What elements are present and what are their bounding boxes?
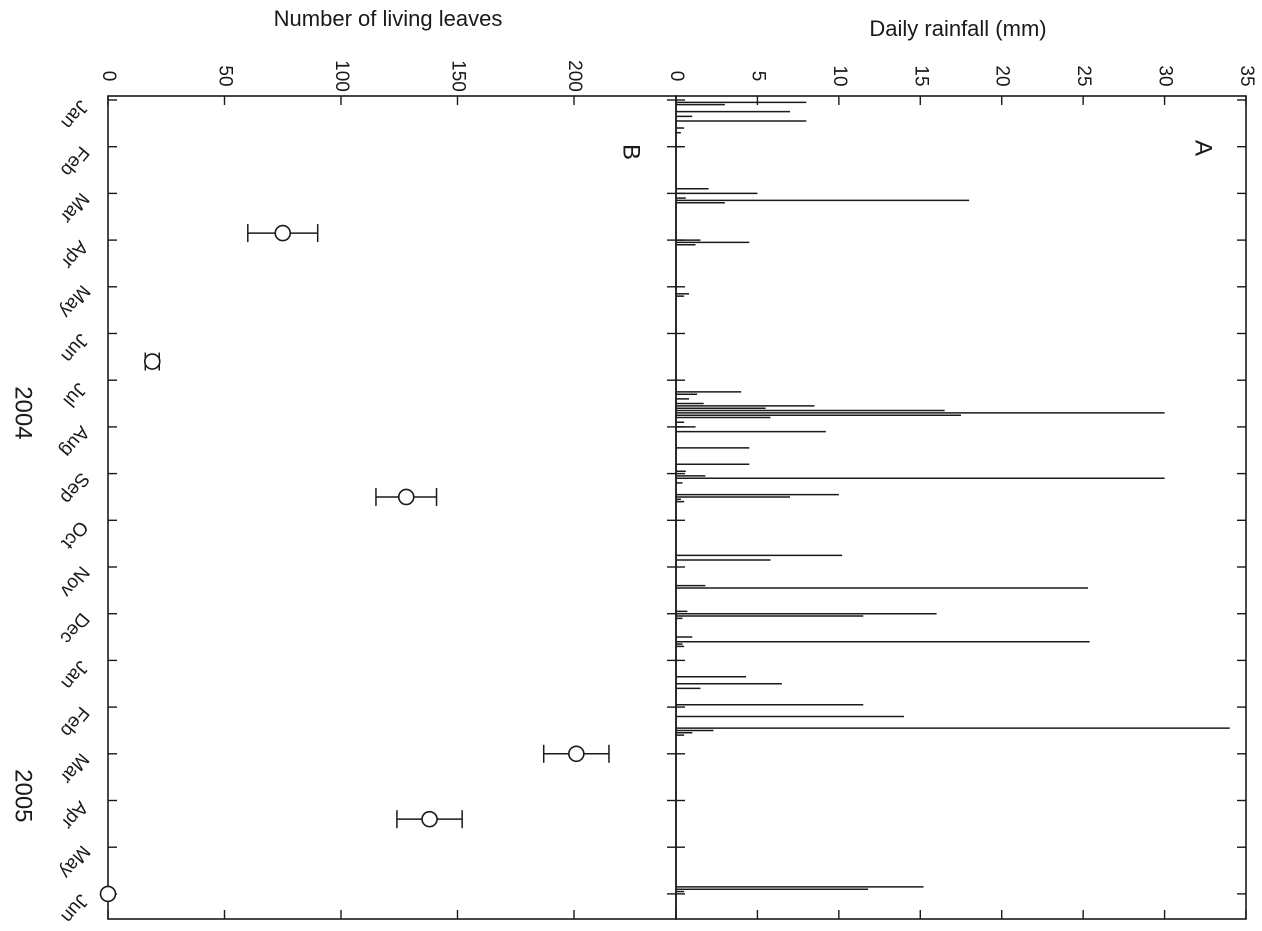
panel-a-tick-label: 5 xyxy=(747,71,768,82)
month-label: Feb xyxy=(56,702,93,741)
month-label: Jun xyxy=(56,890,92,926)
panel-a-tick-label: 30 xyxy=(1155,65,1176,86)
leaf-count-point xyxy=(143,353,161,370)
month-label: Feb xyxy=(56,142,93,181)
month-label: Oct xyxy=(56,517,92,554)
panel-b-tick-label: 50 xyxy=(214,65,235,86)
panel-a-tick-label: 10 xyxy=(829,65,850,86)
leaf-count-point xyxy=(568,745,585,763)
month-label: Jun xyxy=(56,329,92,366)
panel-a-tick-label: 20 xyxy=(992,65,1013,86)
month-label: Mar xyxy=(55,749,93,788)
leaf-count-point xyxy=(421,810,438,828)
leaf-count-point xyxy=(99,885,117,903)
month-label: Aug xyxy=(55,422,93,461)
year-label-2005: 2005 xyxy=(10,769,37,822)
panel-b-tick-label: 150 xyxy=(447,60,468,92)
month-label: Jan xyxy=(56,656,92,693)
panel-a-frame xyxy=(675,95,1247,920)
labels-layer: 0 5 10 15 20 25 30 35 0 50 100 150 200 Jan Feb Mar Apr Ma… xyxy=(10,6,1257,927)
panel-b-tick-label: 100 xyxy=(331,60,352,92)
year-label-2004: 2004 xyxy=(10,386,37,439)
month-label: Apr xyxy=(56,236,92,273)
month-label: Sep xyxy=(55,468,93,507)
month-label: Jan xyxy=(56,96,92,133)
panel-b-tick-label: 200 xyxy=(564,60,585,92)
month-label: Jul xyxy=(59,378,91,410)
panel-b-frame xyxy=(107,95,677,920)
leaf-count-point xyxy=(397,488,415,506)
month-label: May xyxy=(54,281,93,322)
month-label: May xyxy=(54,841,93,882)
axes-layer xyxy=(107,95,1247,920)
leaf-count-point xyxy=(274,224,292,242)
panel-a-tick-label: 25 xyxy=(1073,65,1094,86)
marks-layer xyxy=(99,101,1230,903)
panel-a-label: A xyxy=(1190,140,1217,156)
panel-b-axis-title: Number of living leaves xyxy=(274,6,503,31)
panel-b-tick-label: 0 xyxy=(98,71,119,82)
month-label: Dec xyxy=(55,608,93,647)
panel-a-tick-label: 35 xyxy=(1236,65,1257,86)
month-label: Mar xyxy=(55,188,93,227)
month-label: Nov xyxy=(55,562,93,602)
panel-a-tick-label: 15 xyxy=(910,65,931,86)
panel-a-tick-label: 0 xyxy=(666,71,687,82)
month-label: Apr xyxy=(56,797,92,834)
panel-a-axis-title: Daily rainfall (mm) xyxy=(869,16,1046,41)
panel-b-label: B xyxy=(618,144,645,160)
